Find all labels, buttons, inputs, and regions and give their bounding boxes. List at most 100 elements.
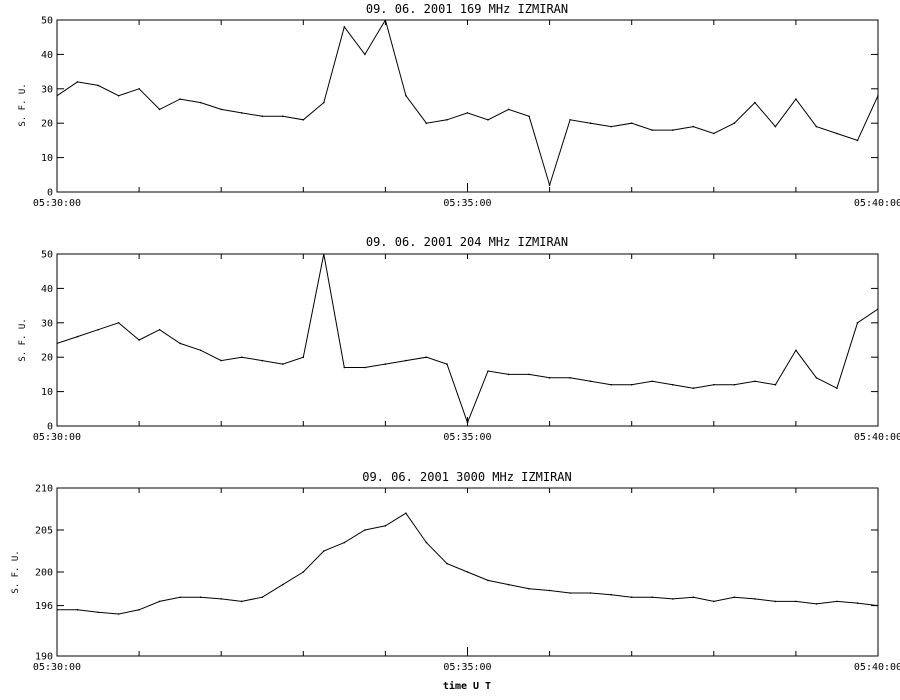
y-tick-label: 40 [41,50,53,61]
y-tick-label: 10 [41,387,53,398]
data-point [240,356,243,359]
data-point [610,593,612,596]
data-point [630,596,633,598]
data-point [199,596,202,598]
data-point [405,359,407,362]
data-point [569,592,571,594]
data-point [466,571,469,573]
data-point [610,125,612,128]
data-point [343,541,346,544]
data-point [446,119,448,121]
data-point [240,112,243,114]
y-axis-label: S. F. U. [11,550,21,593]
data-point [692,125,695,128]
data-point [117,613,120,615]
y-tick-label: 205 [35,526,53,537]
data-point [76,81,79,83]
data-point [364,53,366,56]
data-point [117,94,120,97]
data-point [815,603,818,605]
y-tick-label: 196 [35,601,53,612]
data-point [323,550,325,552]
data-point [630,122,633,124]
data-point [589,122,592,124]
data-point [836,600,838,603]
data-point [733,596,736,598]
data-point [651,380,653,383]
y-tick-label: 0 [47,188,53,199]
chart-title: 09. 06. 2001 169 MHz IZMIRAN [366,2,568,16]
plot-area: 0 10 20 30 40 50 05:30:00 05:35:00 05:40:00 [33,250,900,444]
data-point [343,26,346,28]
data-point [487,579,489,582]
y-tick-label: 10 [41,153,53,164]
data-point [425,122,428,124]
y-tick-label: 210 [35,484,53,495]
plot-frame [56,253,879,427]
data-point [672,383,674,386]
data-point [138,88,140,90]
data-point [589,380,592,383]
data-point [405,94,407,97]
x-tick-label: 05:35:00 [443,198,491,209]
data-point [261,359,264,362]
plot-area: 190 196 200 205 210 05:30:00 05:35:00 05:40:00 [33,484,900,674]
data-point [282,115,284,118]
data-point [795,349,797,352]
data-point [815,125,818,128]
data-point [384,525,387,527]
data-point [179,98,181,100]
data-point [323,101,325,104]
data-point [57,94,58,97]
y-tick-label: 200 [35,568,53,579]
data-point [384,20,387,21]
data-point [261,596,264,598]
y-tick-label: 50 [41,16,53,27]
data-point [425,541,428,544]
plot-area: 0 10 20 30 40 50 05:30:00 05:35:00 05:40:00 [33,16,900,210]
data-point [425,356,428,359]
chart-title: 09. 06. 2001 204 MHz IZMIRAN [366,235,568,249]
data-point [220,598,222,600]
y-tick-label: 30 [41,84,53,95]
data-point [507,373,510,376]
data-point [179,596,181,598]
data-point [548,184,551,186]
data-point [733,122,736,124]
data-point [57,609,58,611]
data-point [158,108,161,111]
data-point [713,600,715,603]
data-point [733,383,736,386]
data-point [610,383,612,386]
data-point [76,609,79,611]
data-point [877,94,878,97]
data-point [815,377,818,379]
data-point [795,98,797,100]
data-point [877,604,878,607]
data-point [158,600,161,603]
y-tick-label: 190 [35,652,53,663]
data-point [569,377,571,379]
data-point [754,380,756,383]
data-point [220,359,222,362]
x-tick-label: 05:40:00 [854,662,900,673]
data-point [302,356,305,359]
data-point [487,119,489,121]
y-axis-label: S. F. U. [18,83,28,126]
x-tick-label: 05:40:00 [854,432,900,443]
data-point [364,366,366,369]
data-point [548,377,551,379]
data-point [282,363,284,365]
data-point [836,387,838,390]
chart-title: 09. 06. 2001 3000 MHz IZMIRAN [362,470,572,484]
data-point [507,583,510,586]
data-point [548,589,551,592]
data-point [795,600,797,603]
data-point [384,363,387,365]
data-point [692,596,695,598]
y-tick-label: 0 [47,422,53,433]
data-point [405,512,407,514]
y-axis-label: S. F. U. [18,318,28,361]
y-tick-label: 20 [41,353,53,364]
data-point [672,129,674,131]
